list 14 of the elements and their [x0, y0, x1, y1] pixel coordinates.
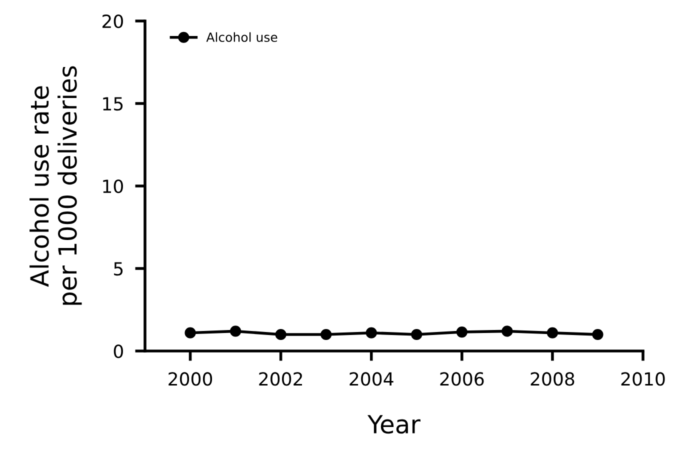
y-tick-label: 15	[103, 97, 123, 111]
y-tick-label: 20	[102, 14, 123, 28]
x-tick-label: 2000	[168, 372, 212, 386]
y-tick-label: 5	[114, 262, 123, 276]
x-tick-label: 2002	[259, 372, 302, 386]
x-axis-title: Year	[367, 415, 420, 434]
y-tick-label: 10	[103, 179, 123, 194]
x-tick-label: 2004	[350, 372, 394, 386]
x-tick-label: 2006	[440, 372, 484, 386]
y-tick-label: 0	[114, 344, 123, 358]
x-tick-label: 2010	[621, 372, 665, 386]
legend-label: Alcohol use	[206, 32, 278, 42]
x-tick-label: 2008	[530, 372, 574, 386]
y-axis-title: Alcohol use rate per 1000 deliveries	[30, 66, 82, 305]
